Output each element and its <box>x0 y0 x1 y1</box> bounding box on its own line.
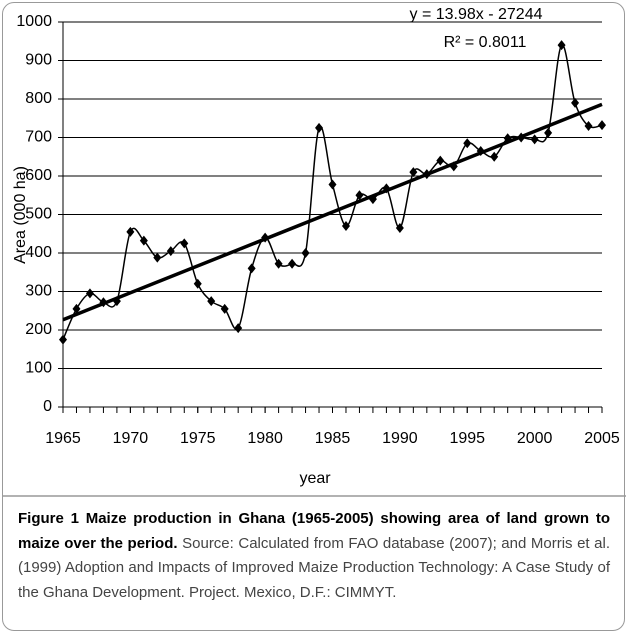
data-point <box>153 252 162 263</box>
trend-equation: y = 13.98x - 27244 <box>410 6 543 23</box>
data-point <box>59 334 67 345</box>
data-point <box>557 40 566 51</box>
data-point <box>112 296 121 307</box>
data-point <box>180 238 189 249</box>
data-point <box>409 167 418 178</box>
y-tick-label: 900 <box>25 52 52 69</box>
data-point <box>207 296 216 307</box>
data-point <box>315 122 324 133</box>
data-line <box>62 44 603 340</box>
y-tick-label: 400 <box>25 244 52 261</box>
data-point <box>584 120 593 131</box>
trend-line <box>62 102 603 322</box>
data-point <box>193 278 202 289</box>
data-point <box>220 303 229 314</box>
caption: Figure 1 Maize production in Ghana (1965… <box>18 507 610 605</box>
x-tick-label: 1975 <box>180 430 216 447</box>
x-tick-label: 1980 <box>247 430 283 447</box>
data-point <box>139 235 148 246</box>
data-point <box>382 183 391 194</box>
data-point <box>395 222 404 233</box>
y-tick-label: 600 <box>25 167 52 184</box>
x-tick-label: 1985 <box>315 430 351 447</box>
data-point <box>355 190 364 201</box>
y-tick-label: 300 <box>25 283 52 300</box>
data-point <box>126 226 135 237</box>
x-tick-label: 1990 <box>382 430 418 447</box>
data-point <box>234 323 243 334</box>
x-tick-label: 2005 <box>584 430 620 447</box>
y-tick-label: 100 <box>25 360 52 377</box>
data-point <box>85 288 94 299</box>
y-tick-label: 700 <box>25 129 52 146</box>
y-axis-label: Area (000 ha) <box>12 166 29 264</box>
caption-title: Maize production in Ghana (1965-2005) sh… <box>18 510 610 552</box>
x-tick-label: 1995 <box>449 430 485 447</box>
y-tick-label: 200 <box>25 321 52 338</box>
y-tick-label: 0 <box>43 398 52 415</box>
x-tick-label: 2000 <box>517 430 553 447</box>
chart: y = 13.98x - 27244 R² = 0.8011 year Area… <box>2 6 626 497</box>
y-tick-label: 500 <box>25 206 52 223</box>
data-point <box>436 155 445 166</box>
data-point <box>598 120 606 131</box>
data-point <box>166 246 175 257</box>
data-point <box>301 248 310 258</box>
data-point <box>341 221 350 232</box>
data-point <box>368 194 377 205</box>
data-point <box>328 179 337 190</box>
data-point <box>449 161 458 172</box>
x-axis-label: year <box>299 470 331 487</box>
data-point <box>503 133 512 144</box>
y-tick-label: 800 <box>25 90 52 107</box>
caption-text: Source: Calculated from FAO database (20… <box>18 534 611 601</box>
y-tick-label: 1000 <box>16 13 52 30</box>
data-point <box>247 263 256 274</box>
data-point <box>72 303 81 314</box>
data-point <box>463 138 472 149</box>
data-point <box>99 297 108 308</box>
data-point <box>476 145 485 156</box>
data-point <box>288 258 297 269</box>
x-tick-label: 1970 <box>113 430 149 447</box>
data-point <box>544 127 553 138</box>
data-point <box>422 169 431 180</box>
data-point <box>530 134 539 145</box>
data-point <box>274 258 283 269</box>
caption-label: Figure 1 <box>18 510 79 527</box>
data-point <box>571 97 580 108</box>
data-point <box>261 232 270 243</box>
data-point <box>517 132 526 143</box>
data-point <box>490 151 499 162</box>
trend-r2: R² = 0.8011 <box>444 34 527 51</box>
x-tick-label: 1965 <box>45 430 81 447</box>
